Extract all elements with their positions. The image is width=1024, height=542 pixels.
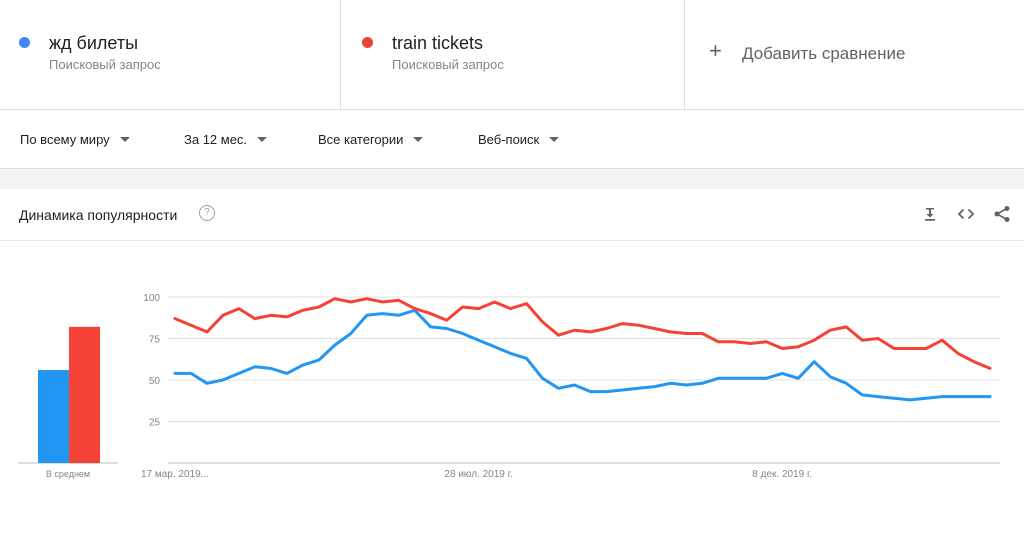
y-tick-label: 50 (149, 376, 161, 387)
category-dropdown[interactable]: Все категории (318, 132, 424, 147)
dropdown-caret-icon (257, 137, 268, 142)
interest-over-time-card: Динамика популярности ? 25 50 75 100 17 мар.… (0, 189, 1024, 537)
search-term-name: train tickets (392, 33, 484, 53)
x-tick-label: 8 дек. 2019 г. (752, 469, 812, 480)
x-tick-label: 28 июл. 2019 г. (444, 469, 512, 480)
average-label: В среднем (46, 469, 90, 479)
series-color-dot-icon (19, 37, 30, 48)
series-line (173, 308, 992, 402)
y-tick-label: 100 (143, 293, 160, 304)
download-icon[interactable] (920, 204, 940, 224)
dropdown-caret-icon (549, 137, 560, 142)
interest-chart: 25 50 75 100 17 мар. 2019... 28 июл. 2019 г. 8… (0, 240, 1024, 537)
add-comparison-button[interactable]: + Добавить сравнение (685, 0, 1024, 109)
search-terms-bar: жд билеты Поисковый запрос train tickets… (0, 0, 1024, 110)
region-dropdown-label: По всему миру (20, 132, 110, 147)
y-tick-label: 75 (149, 335, 161, 346)
card-title: Динамика популярности (19, 207, 178, 223)
search-term-type: Поисковый запрос (392, 57, 504, 72)
series-color-dot-icon (362, 37, 373, 48)
search-term-1[interactable]: жд билеты Поисковый запрос (0, 0, 341, 109)
add-comparison-label: Добавить сравнение (742, 44, 906, 63)
average-bar (69, 326, 100, 463)
embed-icon[interactable] (956, 204, 976, 224)
search-term-name: жд билеты (49, 33, 139, 53)
search-type-dropdown-label: Веб-поиск (478, 132, 540, 147)
help-icon[interactable]: ? (199, 205, 215, 221)
y-tick-label: 25 (149, 418, 161, 429)
search-term-2[interactable]: train tickets Поисковый запрос (341, 0, 685, 109)
time-range-dropdown-label: За 12 мес. (184, 132, 248, 147)
card-header: Динамика популярности ? (0, 189, 1024, 241)
search-term-type: Поисковый запрос (49, 57, 161, 72)
category-dropdown-label: Все категории (318, 132, 404, 147)
search-type-dropdown[interactable]: Веб-поиск (478, 132, 560, 147)
share-icon[interactable] (992, 204, 1012, 224)
section-divider (0, 169, 1024, 189)
average-bar (38, 370, 69, 463)
region-dropdown[interactable]: По всему миру (20, 132, 130, 147)
dropdown-caret-icon (413, 137, 424, 142)
dropdown-caret-icon (119, 137, 130, 142)
filters-bar: По всему миру За 12 мес. Все категории В… (0, 110, 1024, 169)
x-tick-label: 17 мар. 2019... (141, 469, 209, 480)
series-line (173, 297, 992, 370)
time-range-dropdown[interactable]: За 12 мес. (184, 132, 268, 147)
plus-icon: + (709, 38, 722, 63)
